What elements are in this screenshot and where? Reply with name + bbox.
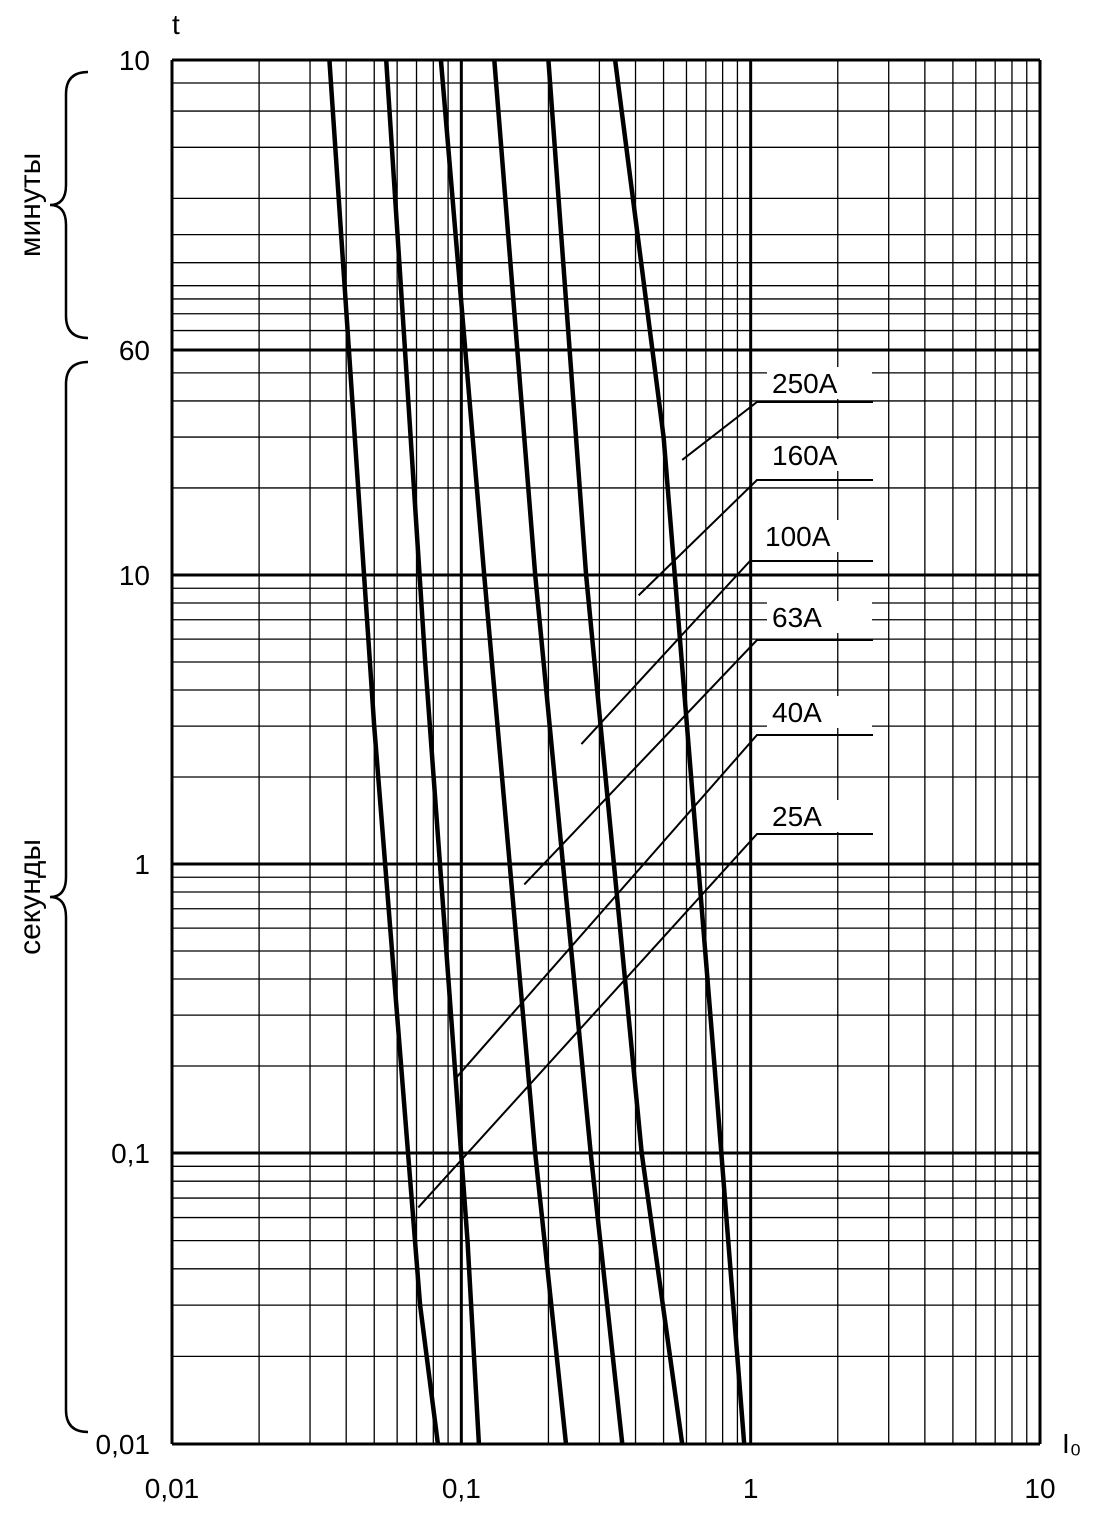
curve-63a [438,59,569,1445]
curve-label-100a: 100A [765,521,831,552]
y-tick-label-1: 0,1 [111,1138,150,1169]
curve-40a [383,59,482,1445]
label-bg-25a [767,800,872,832]
leader-250a [681,401,873,461]
minor-grid [172,60,1040,1444]
curve-250a [612,59,747,1445]
leader-40a [454,734,873,1080]
y-tick-label-2: 1 [134,849,150,880]
time-range-braces: минуты секунды [14,70,89,1434]
x-tick-label-0: 0,01 [145,1473,200,1504]
curve-labels: 25A 40A 63A 100A 160A 250A [760,367,872,832]
brace-1 [49,360,89,1434]
label-bg-100a [760,520,865,552]
curve-label-160a: 160A [772,440,838,471]
brace-0 [49,70,89,340]
major-grid [170,58,1042,1446]
x-axis-label: I₀ [1062,1428,1081,1459]
curve-leader-lines [417,401,873,1209]
curve-label-25a: 25A [772,801,822,832]
y-tick-label-3: 10 [119,560,150,591]
curve-100a [492,59,625,1445]
label-bg-63a [767,601,872,633]
y-axis-label: t [172,9,180,40]
leader-100a [580,560,873,745]
leader-63a [523,639,873,886]
y-tick-label-5: 10 [119,45,150,76]
x-tick-label-2: 1 [743,1473,759,1504]
curve-label-40a: 40A [772,697,822,728]
curve-label-250a: 250A [772,368,838,399]
leader-160a [637,479,873,597]
y-tick-label-4: 60 [119,335,150,366]
range-label-0: минуты [14,153,47,257]
time-current-curves [327,59,747,1445]
x-tick-label-3: 10 [1024,1473,1055,1504]
x-tick-label-1: 0,1 [442,1473,481,1504]
label-bg-160a [767,439,872,471]
curve-label-63a: 63A [772,602,822,633]
label-bg-40a [767,696,872,728]
y-tick-label-0: 0,01 [96,1429,151,1460]
curve-160a [546,59,685,1445]
curve-25a [327,59,441,1445]
leader-25a [417,833,873,1209]
range-label-1: секунды [14,839,47,955]
label-bg-250a [767,367,872,399]
